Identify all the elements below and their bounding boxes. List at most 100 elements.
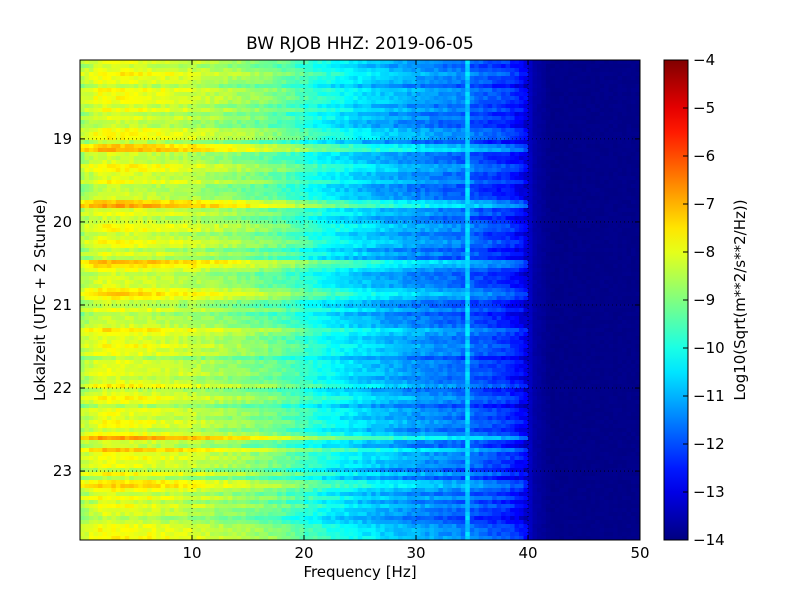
heatmap-cell: [550, 124, 556, 129]
heatmap-cell: [165, 92, 171, 97]
heatmap-cell: [102, 144, 108, 149]
heatmap-cell: [362, 168, 368, 173]
heatmap-cell: [393, 88, 399, 93]
heatmap-cell: [106, 212, 112, 217]
heatmap-cell: [295, 60, 301, 65]
heatmap-cell: [456, 124, 462, 129]
heatmap-cell: [236, 196, 242, 201]
heatmap-cell: [174, 196, 180, 201]
heatmap-cell: [165, 128, 171, 133]
heatmap-cell: [487, 60, 493, 65]
heatmap-cell: [492, 112, 498, 117]
heatmap-cell: [165, 116, 171, 121]
heatmap-cell: [626, 168, 632, 173]
heatmap-cell: [407, 180, 413, 185]
heatmap-cell: [183, 80, 189, 85]
heatmap-cell: [232, 164, 238, 169]
heatmap-cell: [568, 184, 574, 189]
heatmap-cell: [317, 104, 323, 109]
heatmap-cell: [572, 92, 578, 97]
heatmap-cell: [106, 192, 112, 197]
heatmap-cell: [299, 84, 305, 89]
heatmap-cell: [245, 104, 251, 109]
heatmap-cell: [617, 136, 623, 141]
heatmap-cell: [389, 188, 395, 193]
heatmap-cell: [93, 88, 99, 93]
heatmap-cell: [200, 212, 207, 217]
heatmap-cell: [447, 128, 453, 133]
heatmap-cell: [572, 72, 578, 77]
heatmap-cell: [469, 124, 475, 129]
heatmap-cell: [196, 100, 202, 105]
heatmap-cell: [214, 204, 220, 209]
heatmap-cell: [442, 116, 448, 121]
heatmap-cell: [259, 124, 265, 129]
heatmap-cell: [608, 204, 614, 209]
heatmap-cell: [111, 144, 117, 149]
heatmap-cell: [375, 124, 381, 129]
heatmap-cell: [102, 192, 108, 197]
heatmap-cell: [326, 96, 332, 101]
heatmap-cell: [196, 144, 202, 149]
heatmap-cell: [393, 188, 399, 193]
heatmap-cell: [496, 204, 502, 209]
heatmap-cell: [622, 140, 628, 145]
heatmap-cell: [115, 124, 121, 129]
heatmap-cell: [460, 104, 466, 109]
heatmap-cell: [205, 60, 211, 65]
heatmap-cell: [617, 64, 623, 69]
heatmap-cell: [460, 92, 466, 97]
heatmap-cell: [254, 136, 260, 141]
heatmap-cell: [510, 120, 516, 125]
heatmap-cell: [514, 92, 520, 97]
heatmap-cell: [308, 60, 314, 65]
heatmap-cell: [97, 132, 103, 137]
heatmap-cell: [192, 64, 198, 69]
heatmap-cell: [268, 204, 274, 209]
heatmap-cell: [371, 120, 377, 125]
heatmap-cell: [281, 180, 287, 185]
heatmap-cell: [438, 120, 444, 125]
heatmap-cell: [326, 136, 332, 141]
heatmap-cell: [129, 176, 135, 181]
heatmap-cell: [487, 128, 493, 133]
heatmap-cell: [451, 164, 457, 169]
heatmap-cell: [209, 60, 215, 65]
heatmap-cell: [178, 60, 184, 65]
heatmap-cell: [407, 160, 413, 165]
heatmap-cell: [563, 168, 569, 173]
heatmap-cell: [635, 156, 640, 161]
heatmap-cell: [536, 160, 543, 165]
heatmap-cell: [151, 96, 157, 101]
heatmap-cell: [460, 176, 466, 181]
heatmap-cell: [335, 84, 341, 89]
heatmap-cell: [532, 60, 538, 65]
heatmap-cell: [218, 120, 224, 125]
heatmap-cell: [84, 160, 90, 165]
heatmap-cell: [487, 112, 493, 117]
heatmap-cell: [129, 192, 135, 197]
heatmap-cell: [250, 136, 256, 141]
heatmap-cell: [577, 80, 583, 85]
heatmap-cell: [330, 204, 336, 209]
heatmap-cell: [416, 144, 422, 149]
heatmap-cell: [241, 152, 247, 157]
heatmap-cell: [407, 112, 413, 117]
heatmap-cell: [595, 136, 601, 141]
heatmap-cell: [536, 136, 543, 141]
heatmap-cell: [245, 192, 251, 197]
heatmap-cell: [510, 160, 516, 165]
heatmap-cell: [142, 72, 148, 77]
heatmap-cell: [129, 112, 135, 117]
heatmap-cell: [380, 168, 386, 173]
heatmap-cell: [478, 156, 484, 161]
heatmap-cell: [183, 160, 189, 165]
heatmap-cell: [268, 60, 274, 65]
heatmap-cell: [330, 76, 336, 81]
heatmap-cell: [93, 128, 99, 133]
heatmap-cell: [407, 116, 413, 121]
heatmap-cell: [263, 92, 269, 97]
heatmap-cell: [88, 172, 95, 177]
heatmap-cell: [268, 200, 274, 205]
heatmap-cell: [295, 160, 301, 165]
